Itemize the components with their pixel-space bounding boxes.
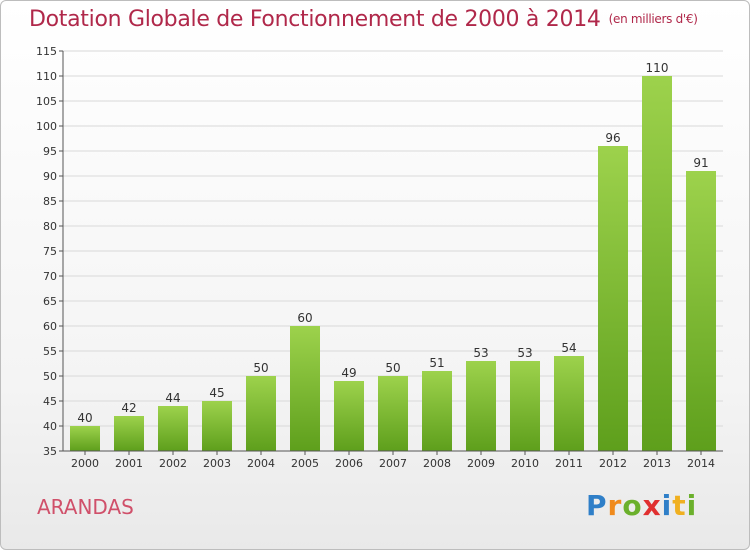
x-tick-label: 2004	[247, 457, 275, 470]
x-tick-label: 2011	[555, 457, 583, 470]
x-tick-label: 2002	[159, 457, 187, 470]
y-tick-label: 115	[36, 45, 57, 58]
bar-2007	[378, 376, 408, 451]
y-tick-label: 50	[43, 370, 57, 383]
bar-2014	[686, 171, 716, 451]
bar-value-label: 45	[209, 386, 224, 400]
y-tick-label: 45	[43, 395, 57, 408]
bar-value-label: 91	[693, 156, 708, 170]
bar-2010	[510, 361, 540, 451]
bar-value-label: 51	[429, 356, 444, 370]
x-tick-label: 2001	[115, 457, 143, 470]
bar-value-label: 40	[77, 411, 92, 425]
logo-letter: t	[672, 489, 687, 522]
y-tick-label: 60	[43, 320, 57, 333]
x-tick-label: 2012	[599, 457, 627, 470]
x-tick-label: 2013	[643, 457, 671, 470]
y-axis-ticks: 35 40 45 50 55 60 65 70 75 80 85 90 95 100 105 110 115	[36, 45, 63, 458]
y-tick-label: 95	[43, 145, 57, 158]
x-tick-label: 2000	[71, 457, 99, 470]
bar-value-label: 42	[121, 401, 136, 415]
logo-letter: P	[586, 489, 608, 522]
bar-2006	[334, 381, 364, 451]
y-tick-label: 35	[43, 445, 57, 458]
bar-value-label: 50	[253, 361, 268, 375]
x-tick-label: 2003	[203, 457, 231, 470]
bar-value-label: 50	[385, 361, 400, 375]
proxiti-logo[interactable]: Proxiti	[586, 489, 697, 522]
y-tick-label: 85	[43, 195, 57, 208]
bar-value-label: 53	[473, 346, 488, 360]
bar-value-label: 60	[297, 311, 312, 325]
logo-letter: r	[607, 489, 623, 522]
bar-2009	[466, 361, 496, 451]
y-tick-label: 100	[36, 120, 57, 133]
bar-2000	[70, 426, 100, 451]
chart-unit: (en milliers d'€)	[608, 12, 698, 26]
bar-2013	[642, 76, 672, 451]
chart-title: Dotation Globale de Fonctionnement de 20…	[29, 7, 698, 32]
x-axis-ticks: 2000 2001 2002 2003 2004 2005 2006 2007 2008 2009…	[71, 451, 715, 470]
bar-2002	[158, 406, 188, 451]
logo-letter: i	[686, 489, 698, 522]
y-tick-label: 80	[43, 220, 57, 233]
logo-letter: o	[622, 489, 643, 522]
x-tick-label: 2010	[511, 457, 539, 470]
bar-2005	[290, 326, 320, 451]
bar-value-label: 44	[165, 391, 180, 405]
y-tick-label: 75	[43, 245, 57, 258]
bar-2011	[554, 356, 584, 451]
y-tick-label: 55	[43, 345, 57, 358]
bars	[70, 76, 716, 451]
x-tick-label: 2009	[467, 457, 495, 470]
commune-name: ARANDAS	[37, 495, 134, 519]
y-tick-label: 70	[43, 270, 57, 283]
y-tick-label: 110	[36, 70, 57, 83]
y-tick-label: 105	[36, 95, 57, 108]
x-tick-label: 2014	[687, 457, 715, 470]
x-tick-label: 2008	[423, 457, 451, 470]
logo-letter: x	[642, 489, 662, 522]
bar-value-label: 49	[341, 366, 356, 380]
chart-title-text: Dotation Globale de Fonctionnement de 20…	[29, 7, 601, 32]
y-tick-label: 40	[43, 420, 57, 433]
bar-2003	[202, 401, 232, 451]
y-tick-label: 90	[43, 170, 57, 183]
x-tick-label: 2005	[291, 457, 319, 470]
x-tick-label: 2007	[379, 457, 407, 470]
y-tick-label: 65	[43, 295, 57, 308]
bar-2012	[598, 146, 628, 451]
bar-2004	[246, 376, 276, 451]
bar-value-label: 53	[517, 346, 532, 360]
bar-value-labels: 40 42 44 45 50 60 49 50 51 53 53 54 96 110 91	[77, 61, 708, 425]
x-tick-label: 2006	[335, 457, 363, 470]
bar-value-label: 96	[605, 131, 620, 145]
bar-value-label: 110	[646, 61, 669, 75]
bar-2008	[422, 371, 452, 451]
bar-value-label: 54	[561, 341, 576, 355]
bar-2001	[114, 416, 144, 451]
logo-letter: i	[661, 489, 673, 522]
